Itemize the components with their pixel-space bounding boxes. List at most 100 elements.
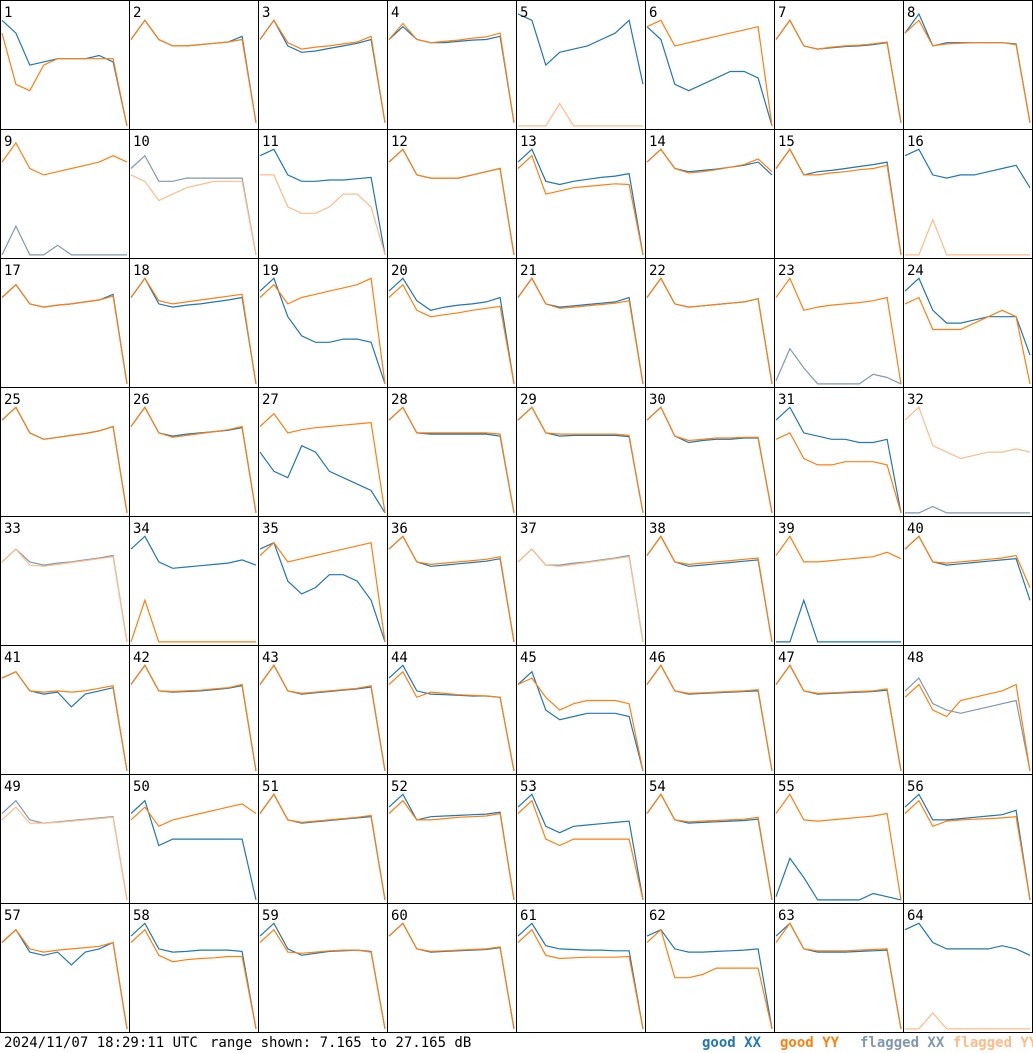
panel: 38 bbox=[645, 516, 775, 646]
trace bbox=[259, 19, 386, 123]
panel-title: 47 bbox=[778, 650, 795, 666]
panel: 17 bbox=[0, 258, 130, 388]
trace bbox=[259, 412, 386, 513]
panel-title: 29 bbox=[520, 392, 537, 408]
panel: 35 bbox=[258, 516, 388, 646]
trace bbox=[775, 535, 902, 563]
trace bbox=[646, 793, 773, 900]
trace bbox=[517, 677, 644, 772]
panel: 55 bbox=[774, 774, 904, 904]
trace bbox=[388, 148, 515, 255]
trace bbox=[1, 928, 128, 1029]
panel-title: 49 bbox=[4, 779, 21, 795]
trace bbox=[904, 799, 1031, 900]
trace bbox=[1, 548, 128, 642]
panel-title: 62 bbox=[649, 908, 666, 924]
trace bbox=[1, 224, 127, 256]
panel-title: 22 bbox=[649, 263, 666, 279]
panel-title: 38 bbox=[649, 521, 666, 537]
trace bbox=[904, 677, 1031, 772]
trace bbox=[130, 598, 256, 643]
trace bbox=[259, 793, 386, 900]
trace bbox=[904, 793, 1031, 900]
panel-title: 56 bbox=[907, 779, 924, 795]
trace bbox=[259, 541, 386, 643]
timestamp: 2024/11/07 18:29:11 UTC bbox=[4, 1035, 198, 1051]
panel-title: 58 bbox=[133, 908, 150, 924]
trace bbox=[775, 922, 902, 1030]
trace bbox=[1, 32, 128, 127]
panel-title: 55 bbox=[778, 779, 795, 795]
trace bbox=[517, 277, 644, 384]
panel-title: 24 bbox=[907, 263, 924, 279]
trace bbox=[388, 25, 515, 123]
trace bbox=[517, 928, 644, 1030]
panel-title: 48 bbox=[907, 650, 924, 666]
trace bbox=[259, 444, 386, 514]
panel-title: 26 bbox=[133, 392, 150, 408]
trace bbox=[1, 406, 128, 513]
trace bbox=[130, 277, 257, 384]
trace bbox=[904, 19, 1031, 123]
trace bbox=[259, 928, 386, 1030]
trace bbox=[517, 154, 644, 256]
trace bbox=[775, 148, 902, 255]
panel-title: 30 bbox=[649, 392, 666, 408]
panel-title: 12 bbox=[391, 134, 408, 150]
panel: 63 bbox=[774, 903, 904, 1033]
legend-entry: good YY bbox=[780, 1035, 840, 1051]
trace bbox=[130, 174, 257, 256]
panel-title: 40 bbox=[907, 521, 924, 537]
panel: 54 bbox=[645, 774, 775, 904]
trace bbox=[388, 406, 515, 514]
trace bbox=[1, 670, 128, 771]
trace bbox=[646, 26, 773, 127]
trace bbox=[646, 928, 773, 1030]
trace bbox=[904, 296, 1031, 385]
trace bbox=[776, 598, 901, 643]
trace bbox=[1, 806, 128, 900]
trace bbox=[130, 406, 257, 513]
trace bbox=[904, 406, 1031, 460]
legend: good XX good YY flagged XX flagged YY bbox=[702, 1035, 1033, 1051]
trace bbox=[904, 148, 1031, 189]
legend-entry: flagged YY bbox=[953, 1035, 1033, 1051]
trace bbox=[260, 174, 386, 256]
trace bbox=[905, 218, 1030, 256]
trace bbox=[517, 13, 644, 85]
trace bbox=[517, 922, 644, 1030]
trace bbox=[517, 548, 644, 642]
trace bbox=[1, 548, 128, 642]
trace bbox=[130, 19, 257, 123]
panel-title: 18 bbox=[133, 263, 150, 279]
trace bbox=[517, 148, 644, 256]
panel-title: 6 bbox=[649, 5, 657, 21]
panel-title: 45 bbox=[520, 650, 537, 666]
trace bbox=[259, 664, 386, 771]
trace bbox=[904, 922, 1031, 956]
panel-title: 41 bbox=[4, 650, 21, 666]
trace bbox=[130, 277, 257, 384]
trace bbox=[517, 799, 644, 901]
trace bbox=[517, 670, 644, 772]
trace bbox=[259, 19, 386, 123]
panel-title: 27 bbox=[262, 392, 279, 408]
panel-title: 9 bbox=[4, 134, 12, 150]
trace bbox=[130, 803, 257, 828]
trace bbox=[388, 277, 515, 384]
panel-title: 37 bbox=[520, 521, 537, 537]
trace bbox=[130, 664, 257, 771]
panel-title: 16 bbox=[907, 134, 924, 150]
panel: 20 bbox=[387, 258, 517, 388]
trace bbox=[1, 141, 128, 176]
trace bbox=[646, 928, 773, 1030]
panel-title: 11 bbox=[262, 134, 279, 150]
trace bbox=[646, 148, 773, 174]
trace bbox=[259, 277, 386, 384]
panel: 61 bbox=[516, 903, 646, 1033]
trace bbox=[388, 670, 515, 772]
panel-title: 28 bbox=[391, 392, 408, 408]
panel-title: 33 bbox=[4, 521, 21, 537]
